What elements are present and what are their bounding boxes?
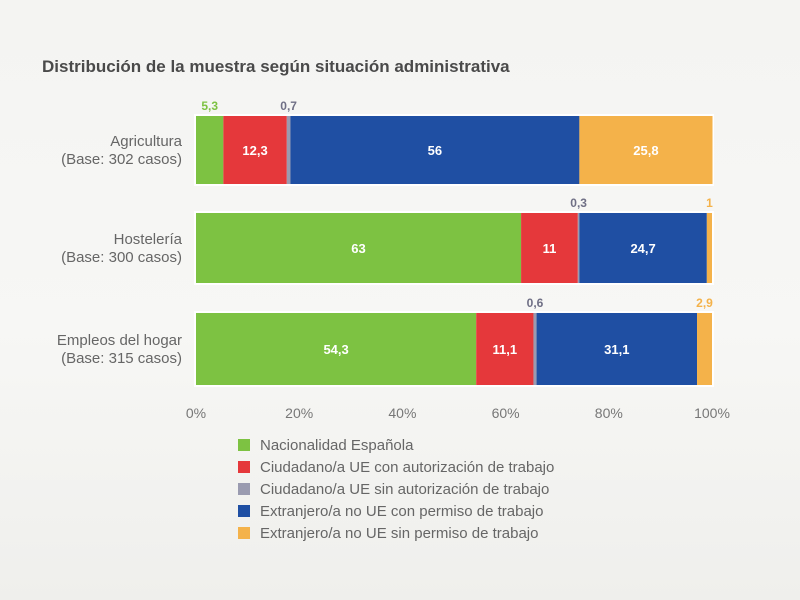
x-tick-label: 20% <box>285 405 313 421</box>
bar-value-label: 0,3 <box>570 196 587 210</box>
bar-value-label: 25,8 <box>633 143 658 158</box>
bar-segment <box>196 213 522 283</box>
x-tick-label: 60% <box>492 405 520 421</box>
bar-segment <box>533 313 537 385</box>
bar-segment <box>196 313 477 385</box>
category-label: Agricultura <box>110 133 182 150</box>
x-axis-ticks-group: 0% 20% 40% 60% 80% 100% <box>186 405 730 421</box>
legend: Nacionalidad Española Ciudadano/a UE con … <box>238 437 554 542</box>
x-tick-label: 80% <box>595 405 623 421</box>
bar-value-label: 54,3 <box>323 342 348 357</box>
category-label: Hostelería <box>114 231 183 248</box>
bar-value-label: 11 <box>543 241 557 256</box>
bar-segment <box>286 116 291 184</box>
bar-value-label: 0,6 <box>527 296 544 310</box>
x-tick-label: 100% <box>694 405 730 421</box>
legend-swatch <box>238 505 250 517</box>
bar-value-label: 2,9 <box>696 296 713 310</box>
bar-segment <box>223 116 287 184</box>
legend-label: Extranjero/a no UE sin permiso de trabaj… <box>260 525 538 542</box>
bar-value-label: 12,3 <box>242 143 267 158</box>
bar-segment <box>521 213 578 283</box>
legend-swatch <box>238 483 250 495</box>
bar-segment <box>706 213 712 283</box>
bar-segment <box>536 313 698 385</box>
bar-segment <box>290 116 580 184</box>
legend-swatch <box>238 527 250 539</box>
bar-segment <box>577 213 580 283</box>
bars-group: 5,3 12,3 0,7 56 25,8 63 11 0,3 24,7 1 54,3 11,1 0,6 3… <box>194 99 714 387</box>
bar-segment <box>476 313 534 385</box>
bar-value-label: 11,1 <box>493 342 518 357</box>
bar-segment <box>579 213 707 283</box>
bar-value-label: 0,7 <box>280 99 297 113</box>
bar-value-label: 63 <box>351 241 365 256</box>
category-base-label: (Base: 300 casos) <box>61 249 182 266</box>
legend-label: Nacionalidad Española <box>260 437 414 454</box>
bar-segment <box>579 116 713 184</box>
category-label: Empleos del hogar <box>57 332 182 349</box>
legend-label: Ciudadano/a UE sin autorización de traba… <box>260 481 549 498</box>
legend-label: Ciudadano/a UE con autorización de traba… <box>260 459 554 476</box>
bar-value-label: 1 <box>706 196 713 210</box>
bar-value-label: 5,3 <box>201 99 218 113</box>
legend-swatch <box>238 461 250 473</box>
bar-segment <box>196 116 224 184</box>
legend-label: Extranjero/a no UE con permiso de trabaj… <box>260 503 543 520</box>
x-tick-label: 0% <box>186 405 206 421</box>
category-labels-group: Agricultura(Base: 302 casos)Hostelería(B… <box>57 133 183 367</box>
chart-title: Distribución de la muestra según situaci… <box>42 57 510 76</box>
bar-value-label: 24,7 <box>630 241 655 256</box>
category-base-label: (Base: 302 casos) <box>61 151 182 168</box>
bar-value-label: 56 <box>428 143 442 158</box>
legend-swatch <box>238 439 250 451</box>
bar-segment <box>697 313 712 385</box>
bar-value-label: 31,1 <box>604 342 629 357</box>
x-tick-label: 40% <box>388 405 416 421</box>
category-base-label: (Base: 315 casos) <box>61 350 182 367</box>
